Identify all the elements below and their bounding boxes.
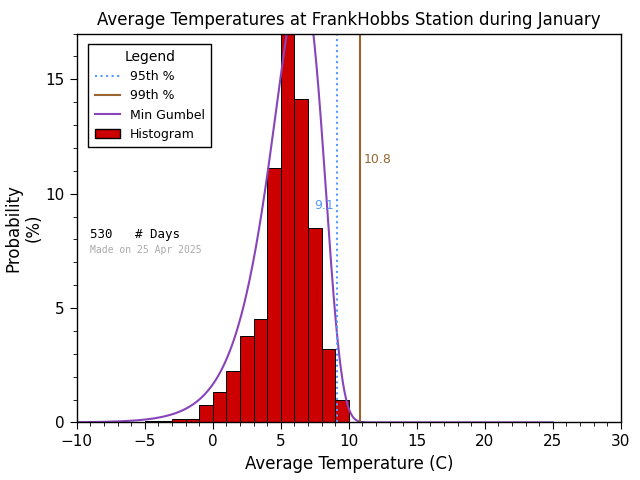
Text: Made on 25 Apr 2025: Made on 25 Apr 2025 [90, 245, 202, 255]
Y-axis label: Probability
(%): Probability (%) [4, 184, 43, 272]
Bar [212, 392, 227, 422]
Bar [322, 349, 335, 422]
Bar [186, 420, 199, 422]
Bar [172, 420, 186, 422]
X-axis label: Average Temperature (C): Average Temperature (C) [244, 455, 453, 473]
Bar [281, 34, 294, 422]
Text: 10.8: 10.8 [364, 153, 392, 166]
Bar [199, 405, 212, 422]
Bar [63, 421, 77, 422]
Bar [227, 371, 240, 422]
Bar [145, 421, 159, 422]
Bar [90, 421, 104, 422]
Title: Average Temperatures at FrankHobbs Station during January: Average Temperatures at FrankHobbs Stati… [97, 11, 600, 29]
Bar [308, 228, 322, 422]
Text: 9.1: 9.1 [314, 199, 334, 212]
Bar [253, 319, 268, 422]
Bar [294, 99, 308, 422]
Bar [240, 336, 253, 422]
Bar [268, 168, 281, 422]
Bar [335, 399, 349, 422]
Legend: 95th %, 99th %, Min Gumbel, Histogram: 95th %, 99th %, Min Gumbel, Histogram [88, 44, 211, 147]
Bar [159, 421, 172, 422]
Text: 530   # Days: 530 # Days [90, 228, 180, 241]
